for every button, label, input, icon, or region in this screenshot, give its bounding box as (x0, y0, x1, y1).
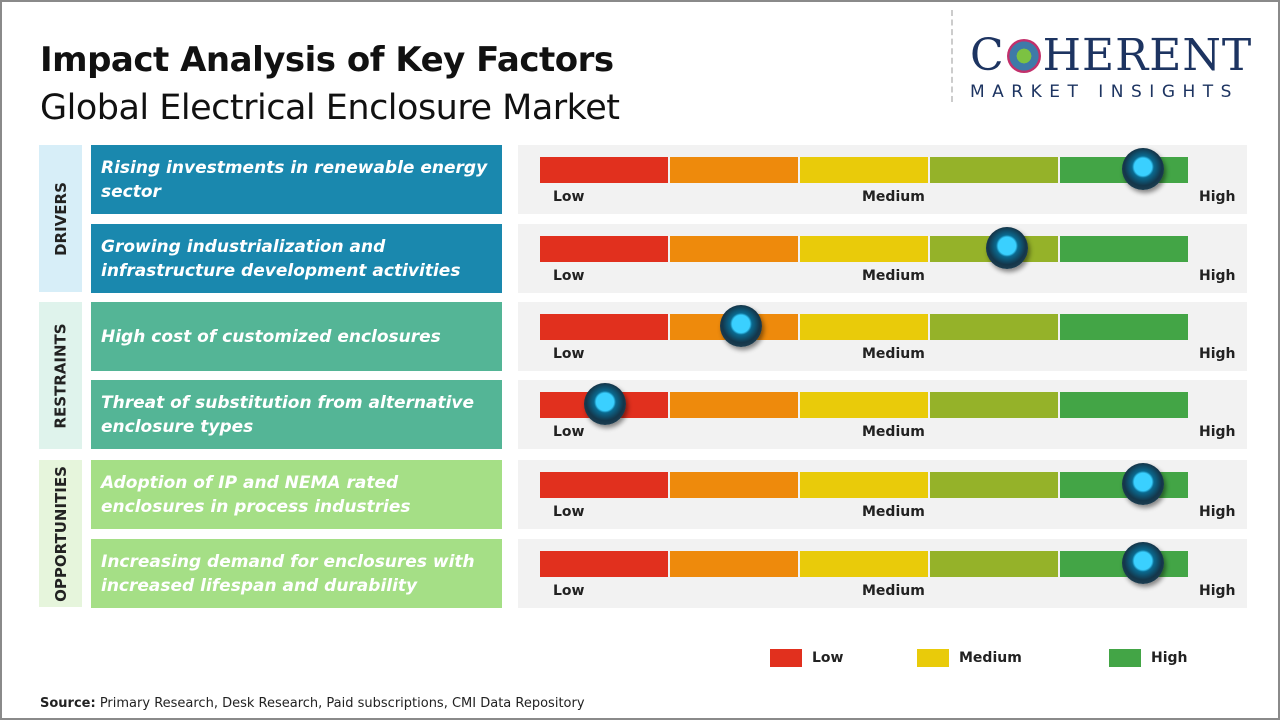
legend-label: Low (812, 650, 844, 666)
gauge-bar (540, 551, 1188, 577)
gauge-label-medium: Medium (862, 504, 925, 520)
gauge-segment (1060, 314, 1188, 340)
gauge-label-high: High (1199, 583, 1236, 599)
gauge-segment (670, 551, 798, 577)
gauge-segment (1060, 392, 1188, 418)
gauge-segment (930, 472, 1058, 498)
gauge-segment (800, 314, 928, 340)
page-subtitle: Global Electrical Enclosure Market (40, 88, 620, 128)
gauge-bar (540, 472, 1188, 498)
gauge-bar (540, 314, 1188, 340)
gauge-bar (540, 157, 1188, 183)
factor-text: Rising investments in renewable energy s… (101, 157, 488, 202)
category-tab-restraints: RESTRAINTS (39, 302, 82, 449)
gauge-label-medium: Medium (862, 346, 925, 362)
legend-label: Medium (959, 650, 1022, 666)
factor-box: High cost of customized enclosures (91, 302, 502, 371)
gauge-segment (670, 392, 798, 418)
factor-box: Adoption of IP and NEMA rated enclosures… (91, 460, 502, 529)
source-text: Primary Research, Desk Research, Paid su… (95, 696, 585, 711)
gauge-segment (540, 236, 668, 262)
logo-text: HERENT (1042, 30, 1253, 81)
logo: C HERENT MARKET INSIGHTS (970, 30, 1262, 103)
factor-text: Increasing demand for enclosures with in… (101, 551, 475, 596)
category-label: DRIVERS (51, 181, 70, 256)
impact-gauge: Low Medium High (518, 380, 1247, 449)
logo-subtext: MARKET INSIGHTS (970, 82, 1239, 102)
gauge-label-low: Low (553, 424, 585, 440)
impact-gauge: Low Medium High (518, 460, 1247, 529)
gauge-label-high: High (1199, 346, 1236, 362)
gauge-label-high: High (1199, 424, 1236, 440)
category-tab-opportunities: OPPORTUNITIES (39, 460, 82, 607)
impact-indicator-knob (1121, 542, 1164, 584)
legend-swatch-high (1109, 649, 1141, 667)
gauge-label-medium: Medium (862, 583, 925, 599)
gauge-segment (670, 236, 798, 262)
impact-gauge: Low Medium High (518, 224, 1247, 293)
gauge-segment (540, 314, 668, 340)
category-tab-drivers: DRIVERS (39, 145, 82, 292)
gauge-label-medium: Medium (862, 268, 925, 284)
source-label: Source: (40, 696, 96, 711)
gauge-segment (800, 472, 928, 498)
impact-indicator-knob (719, 305, 762, 347)
gauge-segment (930, 157, 1058, 183)
gauge-label-high: High (1199, 504, 1236, 520)
source-note: Source: Primary Research, Desk Research,… (40, 696, 585, 711)
impact-indicator-knob (1121, 463, 1164, 505)
gauge-label-low: Low (553, 268, 585, 284)
gauge-label-medium: Medium (862, 189, 925, 205)
gauge-label-high: High (1199, 268, 1236, 284)
gauge-bar (540, 392, 1188, 418)
gauge-segment (540, 472, 668, 498)
impact-gauge: Low Medium High (518, 539, 1247, 608)
legend-low: Low (770, 649, 843, 667)
legend-swatch-medium (917, 649, 949, 667)
divider (951, 10, 953, 102)
gauge-label-low: Low (553, 583, 585, 599)
legend-medium: Medium (917, 649, 1022, 667)
gauge-segment (540, 157, 668, 183)
gauge-segment (670, 157, 798, 183)
gauge-label-high: High (1199, 189, 1236, 205)
gauge-segment (800, 157, 928, 183)
gauge-segment (800, 392, 928, 418)
category-label: OPPORTUNITIES (51, 465, 70, 602)
factor-box: Threat of substitution from alternative … (91, 380, 502, 449)
legend-swatch-low (770, 649, 802, 667)
factor-box: Rising investments in renewable energy s… (91, 145, 502, 214)
gauge-label-low: Low (553, 189, 585, 205)
factor-text: Threat of substitution from alternative … (101, 392, 475, 437)
gauge-segment (1060, 236, 1188, 262)
gauge-label-low: Low (553, 504, 585, 520)
gauge-segment (800, 236, 928, 262)
gauge-segment (540, 551, 668, 577)
factor-box: Growing industrialization and infrastruc… (91, 224, 502, 293)
globe-icon (1006, 39, 1041, 73)
impact-gauge: Low Medium High (518, 145, 1247, 214)
factor-text: High cost of customized enclosures (101, 326, 441, 347)
impact-gauge: Low Medium High (518, 302, 1247, 371)
gauge-segment (800, 551, 928, 577)
logo-letter: C (970, 30, 1005, 81)
gauge-segment (930, 314, 1058, 340)
page-title: Impact Analysis of Key Factors (40, 40, 614, 80)
gauge-segment (930, 392, 1058, 418)
impact-indicator-knob (1121, 148, 1164, 190)
gauge-segment (670, 472, 798, 498)
gauge-label-medium: Medium (862, 424, 925, 440)
factor-text: Adoption of IP and NEMA rated enclosures… (101, 472, 411, 517)
gauge-segment (930, 551, 1058, 577)
impact-indicator-knob (583, 383, 626, 425)
legend-high: High (1109, 649, 1188, 667)
factor-box: Increasing demand for enclosures with in… (91, 539, 502, 608)
gauge-bar (540, 236, 1188, 262)
impact-indicator-knob (985, 227, 1028, 269)
category-label: RESTRAINTS (51, 322, 70, 429)
factor-text: Growing industrialization and infrastruc… (101, 236, 461, 281)
legend-label: High (1151, 650, 1188, 666)
gauge-label-low: Low (553, 346, 585, 362)
